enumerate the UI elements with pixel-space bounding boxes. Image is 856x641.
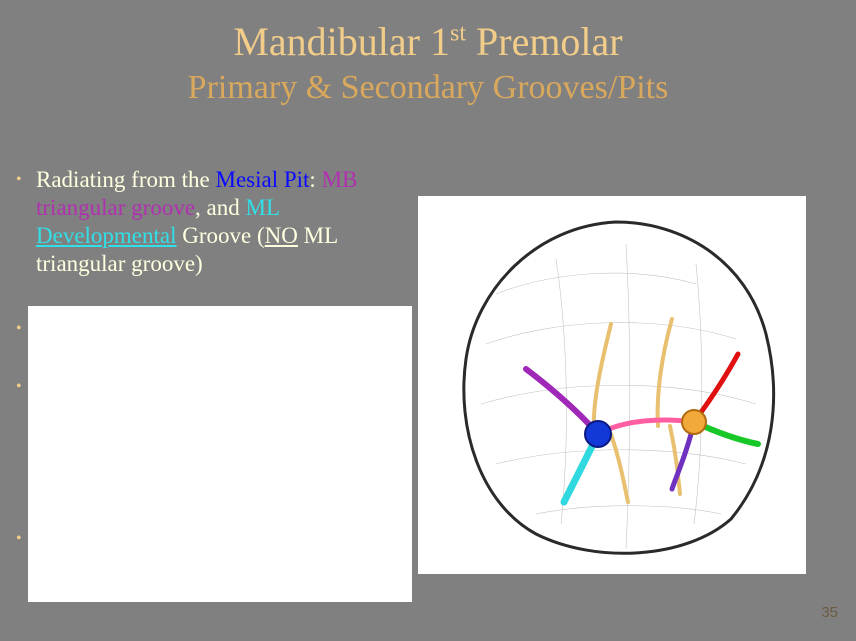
bullet-text-segment: : bbox=[309, 167, 321, 192]
bullet-marker: • bbox=[16, 530, 22, 548]
bullet-text-1: Radiating from the Mesial Pit: MB triang… bbox=[36, 166, 411, 278]
bullet-text-segment: , and bbox=[195, 195, 245, 220]
tooth-outline bbox=[464, 222, 774, 553]
mesial-pit bbox=[585, 421, 611, 447]
bullet-text-segment: ML bbox=[246, 195, 285, 220]
redaction-box bbox=[28, 306, 412, 602]
tooth-diagram-svg bbox=[426, 204, 798, 566]
bullet-item-1: • Radiating from the Mesial Pit: MB tria… bbox=[16, 166, 411, 278]
bullet-marker: • bbox=[16, 166, 36, 194]
bullet-marker: • bbox=[16, 320, 22, 338]
bullet-text-segment: NO bbox=[265, 223, 298, 248]
title-superscript: st bbox=[450, 21, 466, 47]
bullet-list: • Radiating from the Mesial Pit: MB tria… bbox=[16, 166, 411, 282]
slide-title-main: Mandibular 1st Premolar bbox=[0, 18, 856, 65]
page-number: 35 bbox=[821, 604, 838, 621]
slide-subtitle: Primary & Secondary Grooves/Pits bbox=[0, 69, 856, 107]
title-post: Premolar bbox=[466, 19, 623, 64]
tooth-diagram-panel bbox=[418, 196, 806, 574]
bullet-text-segment: Groove ( bbox=[177, 223, 265, 248]
bullet-marker: • bbox=[16, 378, 22, 396]
bullet-text-segment: Developmental bbox=[36, 223, 177, 248]
distal-pit bbox=[682, 410, 706, 434]
slide-title-block: Mandibular 1st Premolar Primary & Second… bbox=[0, 0, 856, 107]
title-pre: Mandibular 1 bbox=[233, 19, 450, 64]
bullet-text-segment: Mesial Pit bbox=[216, 167, 310, 192]
bullet-text-segment: Radiating from the bbox=[36, 167, 216, 192]
